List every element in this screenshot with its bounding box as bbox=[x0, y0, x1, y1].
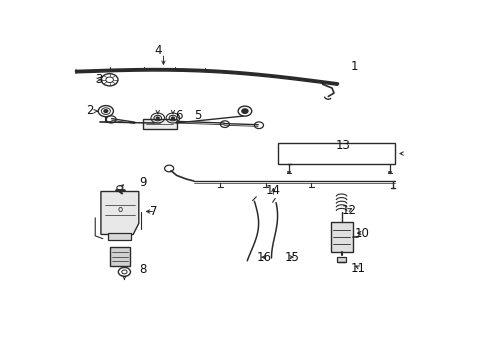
Text: 10: 10 bbox=[354, 226, 369, 240]
Bar bbox=[142, 118, 176, 129]
Bar bbox=[336, 257, 346, 262]
Text: 6: 6 bbox=[175, 109, 182, 122]
Text: 3: 3 bbox=[95, 73, 102, 86]
Text: 4: 4 bbox=[154, 45, 161, 58]
Bar bbox=[108, 233, 131, 240]
Polygon shape bbox=[101, 192, 139, 234]
Text: 15: 15 bbox=[285, 251, 299, 264]
Bar bbox=[330, 222, 352, 252]
Text: 9: 9 bbox=[139, 176, 146, 189]
Text: 5: 5 bbox=[193, 109, 201, 122]
Text: 1: 1 bbox=[350, 60, 358, 73]
Circle shape bbox=[156, 117, 159, 119]
Text: 14: 14 bbox=[265, 184, 280, 197]
Bar bbox=[110, 247, 129, 266]
Text: 13: 13 bbox=[335, 139, 350, 152]
Text: o: o bbox=[117, 205, 122, 214]
Text: 7: 7 bbox=[150, 205, 158, 218]
Circle shape bbox=[171, 117, 174, 119]
Circle shape bbox=[242, 109, 247, 113]
Text: 12: 12 bbox=[341, 203, 356, 217]
Text: 2: 2 bbox=[86, 104, 94, 117]
Circle shape bbox=[104, 110, 107, 112]
Text: 8: 8 bbox=[139, 264, 146, 276]
Bar bbox=[277, 143, 395, 164]
Text: 11: 11 bbox=[350, 262, 366, 275]
Text: 16: 16 bbox=[256, 251, 271, 264]
